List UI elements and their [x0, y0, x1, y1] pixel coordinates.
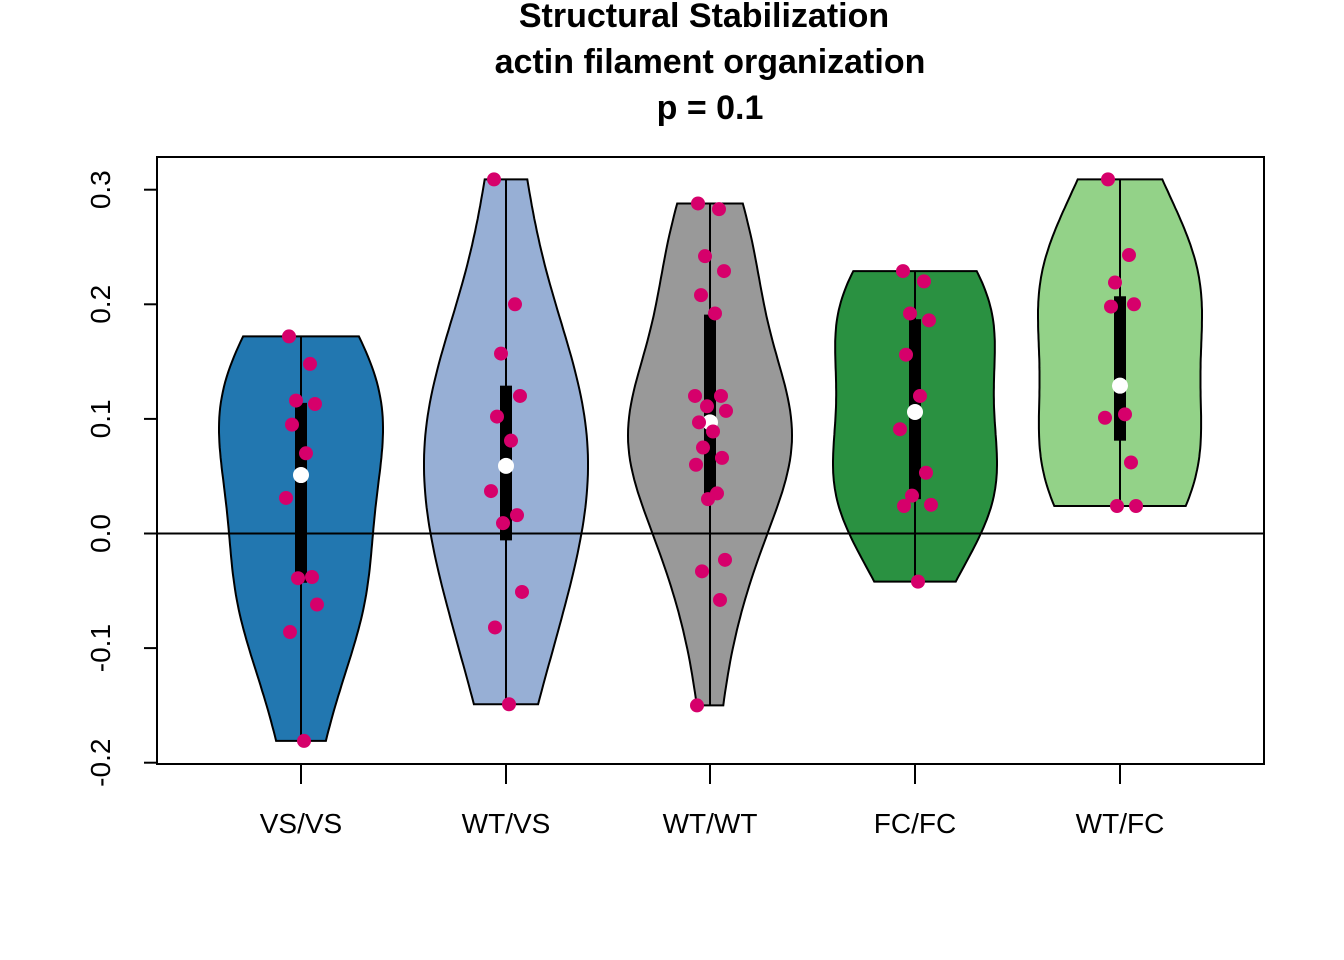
x-tick-label: WT/FC [1076, 808, 1165, 839]
data-point [700, 399, 714, 414]
iqr-box [1114, 296, 1126, 441]
median-point [1112, 377, 1128, 394]
data-point [897, 498, 911, 513]
y-tick-label: 0.1 [85, 399, 116, 438]
data-point [698, 249, 712, 264]
data-point [696, 440, 710, 455]
chart-title-line-2: actin filament organization [495, 43, 926, 81]
data-point [712, 202, 726, 217]
data-point [513, 388, 527, 403]
data-point [1104, 299, 1118, 314]
data-point [488, 620, 502, 635]
data-point [502, 697, 516, 712]
data-point [305, 570, 319, 585]
x-tick-label: VS/VS [260, 808, 342, 839]
data-point [691, 196, 705, 211]
data-point [297, 733, 311, 748]
data-point [706, 424, 720, 439]
data-point [299, 446, 313, 461]
data-point [515, 584, 529, 599]
data-point [689, 457, 703, 472]
data-point [494, 346, 508, 361]
median-point [907, 404, 923, 421]
data-point [714, 388, 728, 403]
data-point [1129, 498, 1143, 513]
y-tick-label: 0.0 [85, 514, 116, 553]
x-tick-label: WT/VS [462, 808, 551, 839]
data-point [484, 484, 498, 499]
y-tick-label: 0.2 [85, 285, 116, 324]
data-point [282, 329, 296, 344]
y-tick-label: -0.1 [85, 624, 116, 672]
data-point [917, 274, 931, 289]
chart-title-line-3: p = 0.1 [657, 89, 764, 127]
data-point [692, 415, 706, 430]
data-point [719, 403, 733, 418]
iqr-box [295, 402, 307, 583]
data-point [279, 490, 293, 505]
data-point [690, 698, 704, 713]
chart-title-line-1: Structural Stabilization [519, 0, 889, 35]
data-point [713, 592, 727, 607]
data-point [715, 450, 729, 465]
data-point [289, 393, 303, 408]
data-point [924, 497, 938, 512]
data-point [504, 433, 518, 448]
data-point [701, 492, 715, 507]
data-point [911, 574, 925, 589]
y-tick-label: -0.2 [85, 739, 116, 787]
x-axis: VS/VS WT/VS WT/WT FC/FC WT/FC [260, 764, 1165, 839]
data-point [310, 597, 324, 612]
data-point [1101, 172, 1115, 187]
data-point [717, 264, 731, 279]
data-point [1098, 410, 1112, 425]
median-point [293, 467, 309, 484]
box-layer [293, 179, 1128, 741]
data-point [899, 347, 913, 362]
data-point [1122, 248, 1136, 263]
data-point [893, 422, 907, 437]
data-point [1108, 275, 1122, 290]
data-point [905, 488, 919, 503]
data-point [1127, 297, 1141, 312]
data-point [708, 306, 722, 321]
data-point [283, 625, 297, 640]
data-point [1118, 407, 1132, 422]
data-point [922, 313, 936, 328]
data-point [1110, 498, 1124, 513]
data-point [308, 397, 322, 412]
data-point [285, 417, 299, 432]
data-point [291, 571, 305, 586]
data-point [490, 409, 504, 424]
data-point [718, 552, 732, 567]
data-point [496, 516, 510, 531]
y-tick-label: 0.3 [85, 170, 116, 209]
x-tick-label: WT/WT [663, 808, 758, 839]
data-point [1124, 455, 1138, 470]
y-axis: -0.2 -0.1 0.0 0.1 0.2 0.3 [85, 170, 158, 787]
point-layer [279, 172, 1143, 748]
data-point [688, 388, 702, 403]
data-point [695, 564, 709, 579]
x-tick-label: FC/FC [874, 808, 956, 839]
data-point [508, 297, 522, 312]
data-point [903, 306, 917, 321]
data-point [896, 264, 910, 279]
median-point [498, 457, 514, 474]
data-point [510, 508, 524, 523]
data-point [913, 388, 927, 403]
data-point [303, 356, 317, 371]
data-point [694, 288, 708, 303]
data-point [487, 172, 501, 187]
data-point [919, 465, 933, 480]
